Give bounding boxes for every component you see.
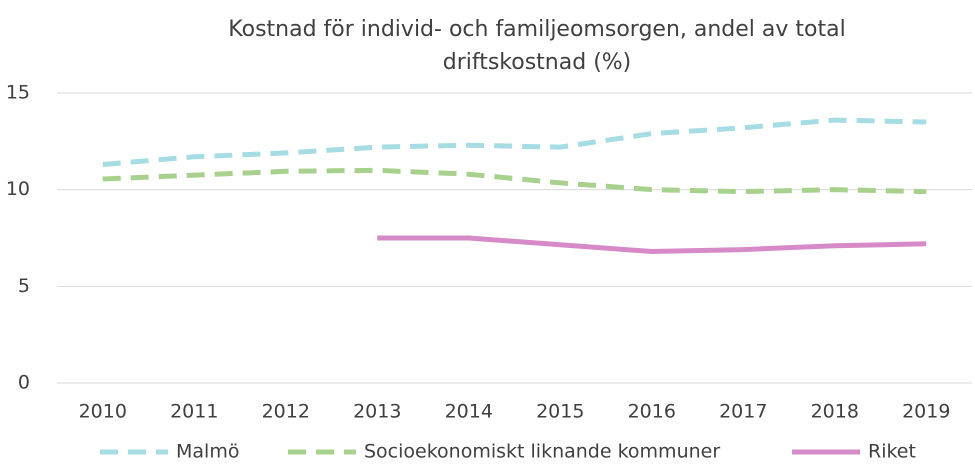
legend-label: Socioekonomiskt liknande kommuner: [364, 441, 720, 463]
y-tick-label: 0: [18, 372, 30, 394]
x-tick-label: 2011: [170, 401, 218, 423]
x-tick-label: 2016: [628, 401, 676, 423]
x-tick-label: 2014: [445, 401, 493, 423]
x-tick-label: 2012: [262, 401, 310, 423]
series-line: [102, 167, 927, 195]
legend-label: Malmö: [176, 441, 239, 463]
x-tick-label: 2018: [811, 401, 859, 423]
x-tick-label: 2017: [719, 401, 767, 423]
x-tick-label: 2019: [902, 401, 950, 423]
chart-title: driftskostnad (%): [443, 50, 632, 75]
y-tick-label: 5: [18, 275, 30, 297]
series-line: [377, 235, 927, 255]
y-tick-label: 15: [6, 82, 30, 104]
series-line: [102, 117, 927, 168]
legend-label: Riket: [868, 441, 916, 463]
y-tick-label: 10: [6, 178, 30, 200]
x-tick-label: 2010: [79, 401, 127, 423]
chart-title: Kostnad för individ- och familjeomsorgen…: [228, 17, 845, 42]
x-tick-label: 2015: [536, 401, 584, 423]
x-tick-label: 2013: [353, 401, 401, 423]
